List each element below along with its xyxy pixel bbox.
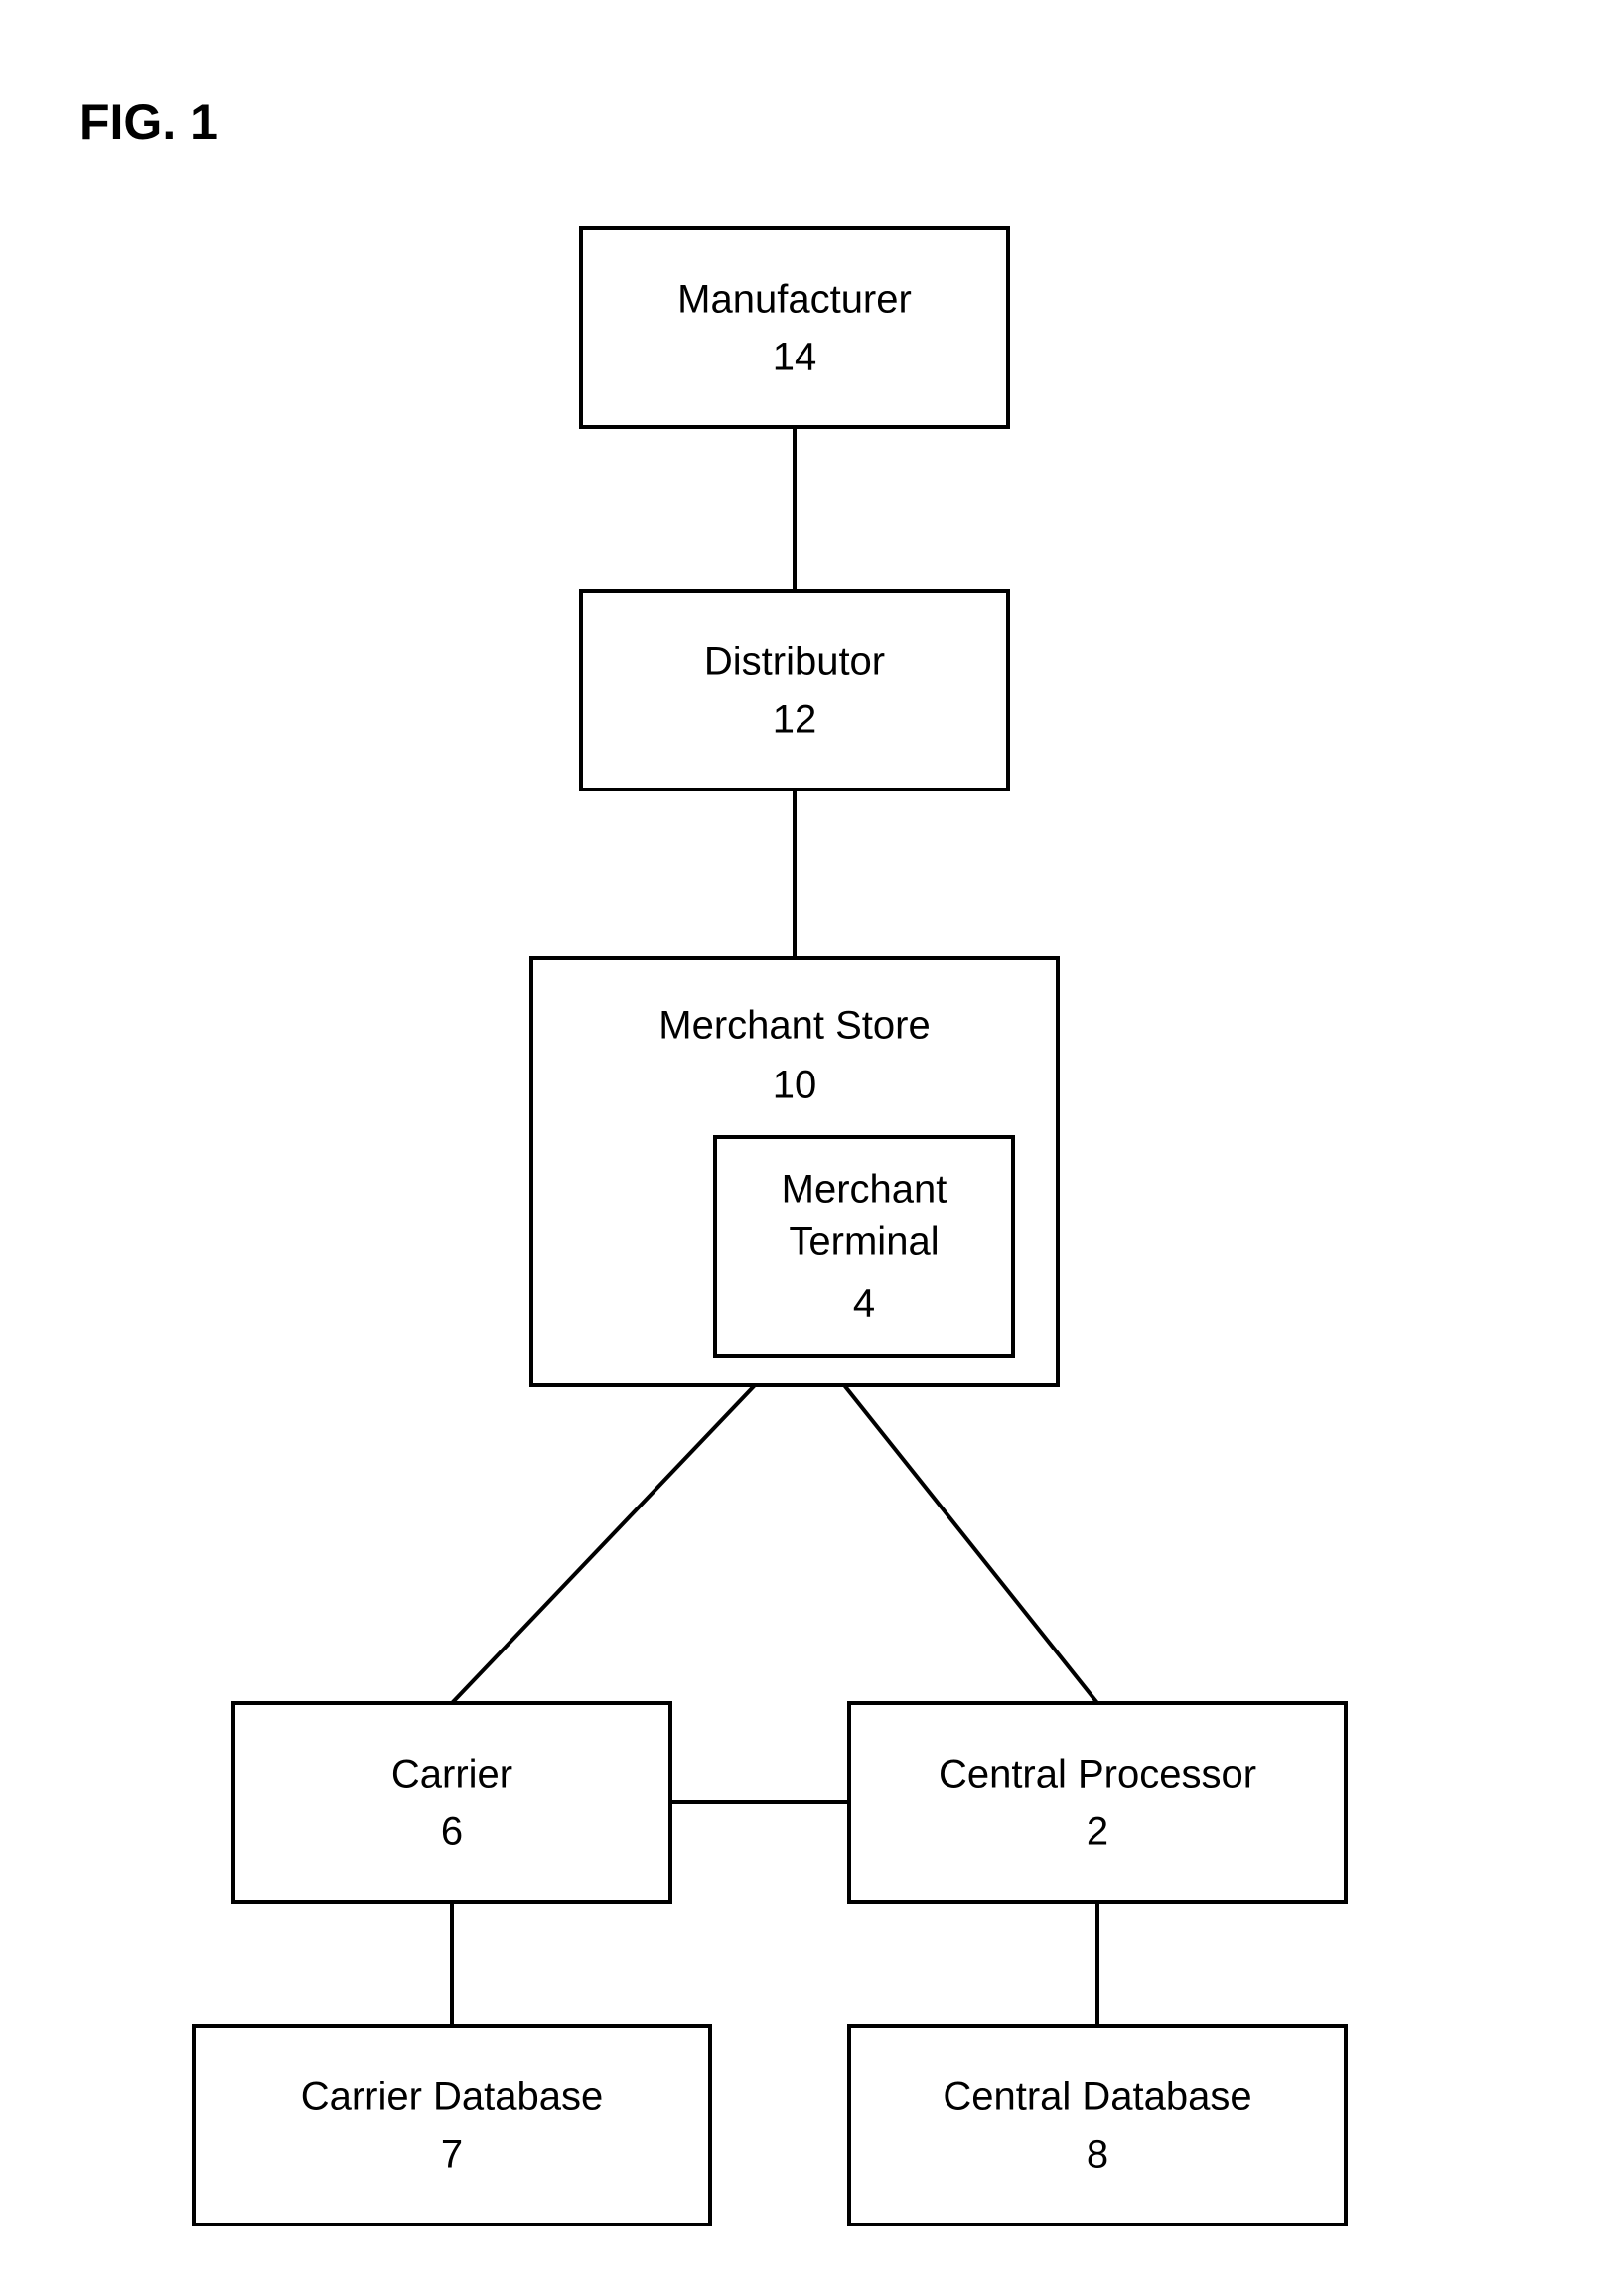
distributor-label: Distributor <box>704 641 885 684</box>
central-processor-box <box>849 1703 1346 1902</box>
carrier-database-number: 7 <box>441 2133 463 2177</box>
figure-label: FIG. 1 <box>79 94 218 150</box>
manufacturer-number: 14 <box>773 336 817 379</box>
carrier-database-label: Carrier Database <box>301 2076 604 2119</box>
node-manufacturer: Manufacturer 14 <box>581 228 1008 427</box>
manufacturer-box <box>581 228 1008 427</box>
manufacturer-label: Manufacturer <box>677 278 912 322</box>
node-distributor: Distributor 12 <box>581 591 1008 789</box>
merchant-store-label: Merchant Store <box>658 1004 930 1048</box>
central-processor-number: 2 <box>1087 1810 1108 1854</box>
merchant-terminal-label-2: Terminal <box>789 1220 939 1264</box>
node-central-database: Central Database 8 <box>849 2026 1346 2224</box>
node-carrier: Carrier 6 <box>233 1703 670 1902</box>
distributor-box <box>581 591 1008 789</box>
carrier-database-box <box>194 2026 710 2224</box>
carrier-box <box>233 1703 670 1902</box>
merchant-terminal-label-1: Merchant <box>782 1168 947 1212</box>
central-processor-label: Central Processor <box>939 1753 1256 1796</box>
carrier-label: Carrier <box>391 1753 512 1796</box>
central-database-number: 8 <box>1087 2133 1108 2177</box>
node-central-processor: Central Processor 2 <box>849 1703 1346 1902</box>
distributor-number: 12 <box>773 698 817 742</box>
merchant-terminal-number: 4 <box>853 1282 875 1326</box>
merchant-store-number: 10 <box>773 1064 817 1107</box>
central-database-box <box>849 2026 1346 2224</box>
node-carrier-database: Carrier Database 7 <box>194 2026 710 2224</box>
central-database-label: Central Database <box>943 2076 1251 2119</box>
carrier-number: 6 <box>441 1810 463 1854</box>
figure-1-diagram: FIG. 1 Manufacturer 14 Distributor 12 Merchan… <box>0 0 1602 2296</box>
node-merchant-terminal: Merchant Terminal 4 <box>715 1137 1013 1356</box>
